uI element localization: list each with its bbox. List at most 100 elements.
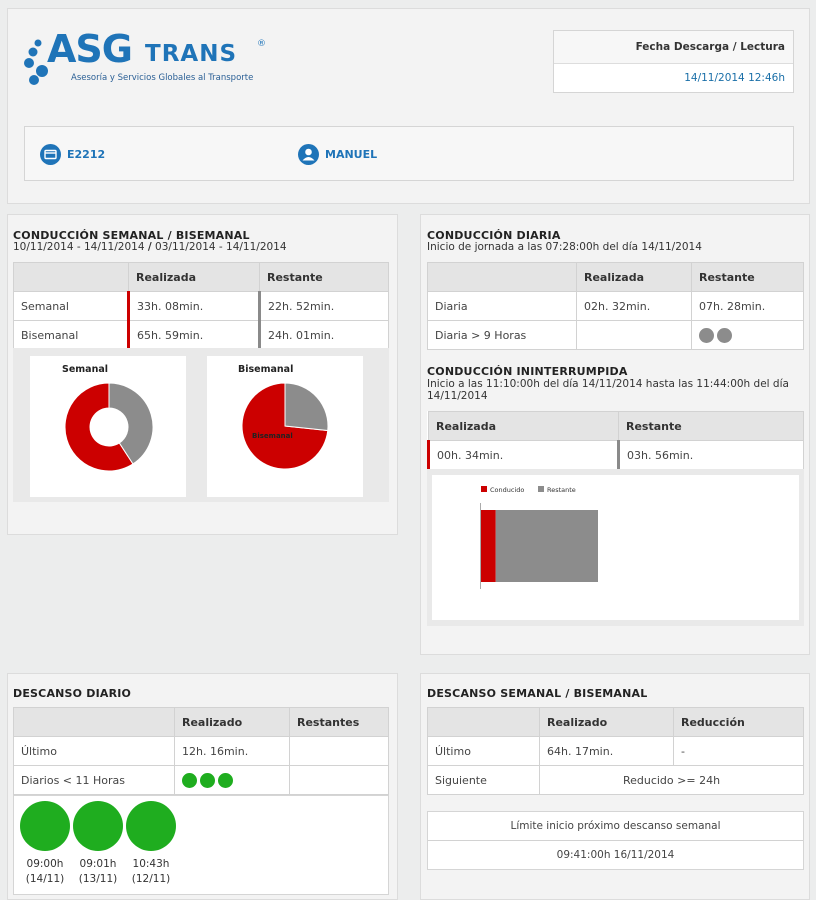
download-date-value: 14/11/2014 12:46h bbox=[684, 72, 785, 84]
daily-rest-realizado: 12h. 16min. bbox=[174, 736, 290, 766]
col-realizada: Realizada bbox=[428, 411, 619, 441]
weekly-driving-ranges: 10/11/2014 - 14/11/2014 / 03/11/2014 - 1… bbox=[13, 241, 287, 253]
reduced-rest-time: 10:43h bbox=[132, 858, 170, 870]
gray-dot-icon bbox=[717, 327, 732, 343]
legend-swatch-conducido bbox=[481, 486, 487, 492]
download-date-box: Fecha Descarga / Lectura 14/11/2014 12:4… bbox=[553, 30, 794, 93]
weekly-rest-realizado: 64h. 17min. bbox=[539, 736, 674, 766]
table-row: Siguiente Reducido >= 24h bbox=[427, 765, 804, 795]
empty-cell bbox=[576, 320, 692, 350]
row-label: Bisemanal bbox=[13, 320, 129, 350]
reduced-rest-time: 09:00h bbox=[26, 858, 64, 870]
table-header-empty bbox=[13, 262, 129, 292]
over-9h-dots bbox=[691, 320, 804, 350]
reduced-rest-circle-icon bbox=[20, 801, 70, 851]
weekly-rest-table: Realizado Reducción Último 64h. 17min. -… bbox=[427, 707, 804, 795]
row-label: Siguiente bbox=[427, 765, 540, 795]
biweekly-realizada: 65h. 59min. bbox=[127, 320, 260, 350]
daily-rest-restantes bbox=[289, 736, 389, 766]
weekly-range: 10/11/2014 - 14/11/2014 bbox=[13, 241, 145, 253]
continuous-driving-subtitle-2: 14/11/2014 bbox=[427, 390, 488, 402]
daily-driving-title: CONDUCCIÓN DIARIA bbox=[427, 229, 561, 242]
empty-cell bbox=[289, 765, 389, 795]
reduced-rest-date: (14/11) bbox=[25, 873, 65, 885]
continuous-driving-title: CONDUCCIÓN ININTERRUMPIDA bbox=[427, 365, 628, 378]
reduced-rest-circle-icon bbox=[126, 801, 176, 851]
weekly-rest-reduccion: - bbox=[673, 736, 804, 766]
reduced-rest-date: (13/11) bbox=[78, 873, 118, 885]
weekly-rest-title: DESCANSO SEMANAL / BISEMANAL bbox=[427, 687, 648, 700]
asg-logo: ASG TRANS ® Asesoría y Servicios Globale… bbox=[24, 27, 274, 92]
driver-info-bar: E2212 MANUEL bbox=[24, 126, 794, 181]
logo-dots-icon bbox=[24, 39, 48, 85]
col-restante: Restante bbox=[259, 262, 389, 292]
green-dot-icon bbox=[200, 772, 215, 788]
card-number[interactable]: E2212 bbox=[67, 148, 106, 161]
legend-label-conducido: Conducido bbox=[490, 486, 524, 494]
weekly-driving-table: Realizada Restante Semanal 33h. 08min. 2… bbox=[13, 262, 389, 350]
col-realizado: Realizado bbox=[539, 707, 674, 737]
table-header-row: Realizada Restante bbox=[427, 262, 804, 292]
pie-slice-restante bbox=[108, 382, 154, 465]
reduced-rest-time: 09:01h bbox=[79, 858, 117, 870]
table-header-empty bbox=[13, 707, 175, 737]
biweekly-restante: 24h. 01min. bbox=[258, 320, 389, 350]
daily-driving-table: Realizada Restante Diaria 02h. 32min. 07… bbox=[427, 262, 804, 350]
reduced-rests-area bbox=[13, 795, 389, 895]
logo-trans: TRANS bbox=[145, 41, 238, 67]
table-row: Último 64h. 17min. - bbox=[427, 736, 804, 766]
col-realizada: Realizada bbox=[576, 262, 692, 292]
table-row: Último 12h. 16min. bbox=[13, 736, 389, 766]
driver-name[interactable]: MANUEL bbox=[325, 148, 378, 161]
row-label: Último bbox=[427, 736, 540, 766]
col-restante: Restante bbox=[691, 262, 804, 292]
green-dot-icon bbox=[218, 772, 233, 788]
reduced-rest-date: (12/11) bbox=[131, 873, 171, 885]
row-label: Último bbox=[13, 736, 175, 766]
continuous-bar-chart: Conducido Restante bbox=[432, 475, 799, 620]
gray-dot-icon bbox=[699, 327, 714, 343]
col-realizado: Realizado bbox=[174, 707, 290, 737]
table-row: Bisemanal 65h. 59min. 24h. 01min. bbox=[13, 320, 389, 350]
biweekly-chart-title: Bisemanal bbox=[238, 364, 294, 375]
continuous-bar-svg: Conducido Restante bbox=[480, 486, 598, 589]
table-row: Diaria > 9 Horas bbox=[427, 320, 804, 350]
pie-slice-restante bbox=[284, 382, 329, 432]
table-header-row: Realizado Restantes bbox=[13, 707, 389, 737]
col-restante: Restante bbox=[618, 411, 804, 441]
next-rest-limit-label: Límite inicio próximo descanso semanal bbox=[428, 812, 803, 841]
daily-realizada: 02h. 32min. bbox=[576, 291, 692, 321]
table-header-row: Realizado Reducción bbox=[427, 707, 804, 737]
download-date-value-row: 14/11/2014 12:46h bbox=[554, 63, 793, 92]
range-separator: / bbox=[147, 241, 152, 253]
reduced-rest-circle-icon bbox=[73, 801, 123, 851]
table-header-empty bbox=[427, 262, 577, 292]
weekly-realizada: 33h. 08min. bbox=[127, 291, 260, 321]
download-date-label: Fecha Descarga / Lectura bbox=[635, 41, 785, 53]
pie-slice-conducido bbox=[64, 382, 134, 472]
weekly-donut-chart: Semanal bbox=[30, 356, 186, 497]
green-dot-icon bbox=[182, 772, 197, 788]
col-reduccion: Reducción bbox=[673, 707, 804, 737]
next-rest-value: Reducido >= 24h bbox=[539, 765, 804, 795]
biweekly-pie-chart: Bisemanal Bisemanal bbox=[207, 356, 363, 497]
next-rest-limit-value: 09:41:00h 16/11/2014 bbox=[556, 849, 675, 861]
row-label: Diaria > 9 Horas bbox=[427, 320, 577, 350]
col-restantes: Restantes bbox=[289, 707, 389, 737]
continuous-restante: 03h. 56min. bbox=[617, 440, 804, 470]
table-row: Diaria 02h. 32min. 07h. 28min. bbox=[427, 291, 804, 321]
row-label: Diarios < 11 Horas bbox=[13, 765, 175, 795]
table-header-row: Realizada Restante bbox=[13, 262, 389, 292]
table-header-empty bbox=[427, 707, 540, 737]
logo-brand: ASG bbox=[47, 27, 133, 71]
daily-rest-title: DESCANSO DIARIO bbox=[13, 687, 132, 700]
daily-restante: 07h. 28min. bbox=[691, 291, 804, 321]
daily-driving-subtitle: Inicio de jornada a las 07:28:00h del dí… bbox=[427, 241, 702, 253]
weekly-chart-title: Semanal bbox=[62, 364, 109, 375]
table-row: 00h. 34min. 03h. 56min. bbox=[427, 440, 804, 470]
continuous-driving-table: Realizada Restante 00h. 34min. 03h. 56mi… bbox=[427, 411, 804, 470]
reduced-rest-dots bbox=[174, 765, 290, 795]
biweekly-range: 03/11/2014 - 14/11/2014 bbox=[155, 241, 287, 253]
logo-tagline: Asesoría y Servicios Globales al Transpo… bbox=[71, 73, 254, 83]
driver-user-icon bbox=[298, 144, 319, 165]
